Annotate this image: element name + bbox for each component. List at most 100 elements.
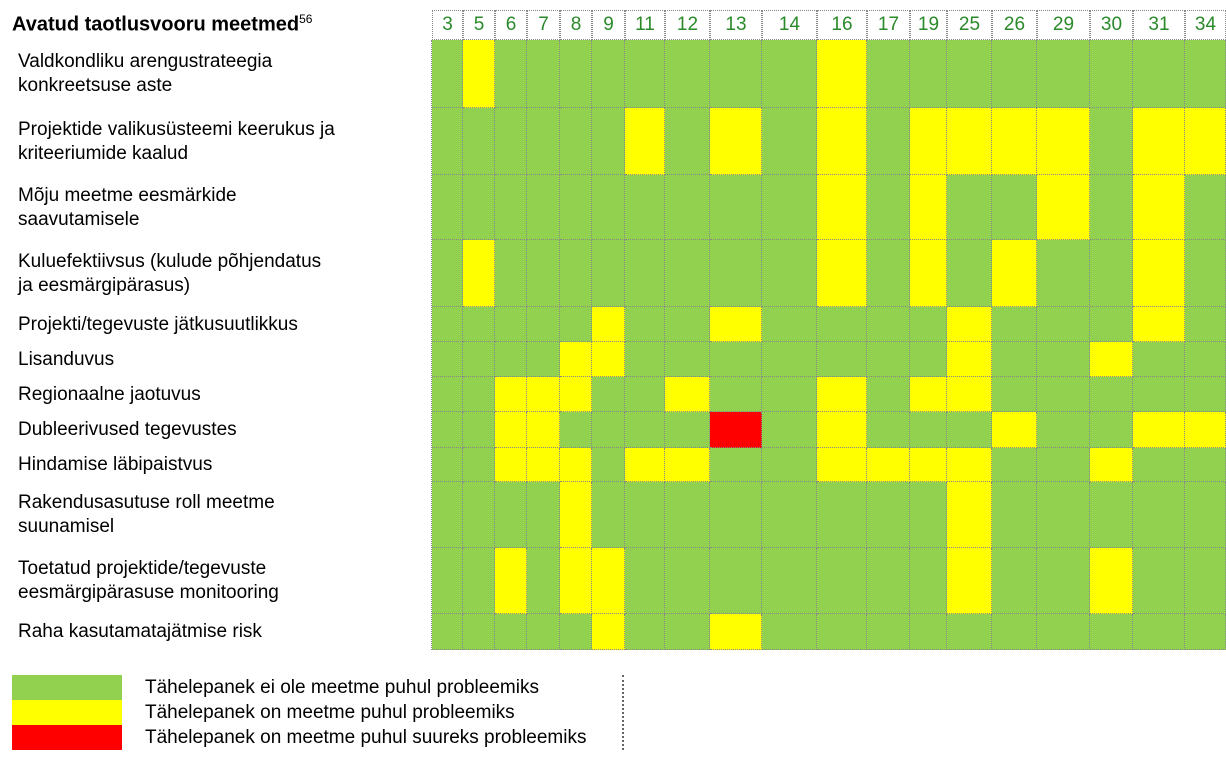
cell — [560, 342, 592, 377]
cell — [527, 377, 560, 412]
cell — [625, 240, 665, 307]
row-label: Kuluefektiivsus (kulude põhjendatus ja ee… — [18, 250, 428, 298]
cell — [817, 377, 867, 412]
cell — [992, 412, 1037, 448]
cell — [463, 377, 495, 412]
row-label: Projektide valikusüsteemi keerukus ja kri… — [18, 118, 428, 166]
row-label-line: konkreetsuse aste — [18, 75, 173, 96]
cell — [867, 108, 910, 175]
cell — [710, 614, 762, 650]
column-header: 26 — [992, 10, 1037, 40]
cell — [625, 108, 665, 175]
row-label-line: ja eesmärgipärasus) — [18, 274, 191, 296]
cell — [432, 482, 463, 548]
cell — [1037, 412, 1090, 448]
cell — [1185, 412, 1226, 448]
cell — [432, 342, 463, 377]
cell — [947, 240, 992, 307]
cell — [867, 377, 910, 412]
cell — [867, 342, 910, 377]
row-label-line: Regionaalne jaotuvus — [18, 383, 201, 405]
cell — [463, 482, 495, 548]
cell — [710, 548, 762, 614]
cell — [992, 342, 1037, 377]
cell — [817, 40, 867, 108]
cell — [1185, 342, 1226, 377]
cell — [1133, 342, 1185, 377]
cell — [665, 482, 710, 548]
cell — [592, 240, 625, 307]
cell — [947, 377, 992, 412]
cell — [1133, 377, 1185, 412]
cell — [560, 614, 592, 650]
cell — [495, 614, 527, 650]
cell — [527, 108, 560, 175]
row-label-line: Kuluefektiivsus (kulude põhjendatus — [18, 250, 322, 272]
cell — [910, 175, 947, 240]
cell — [710, 448, 762, 482]
cell — [592, 307, 625, 342]
cell — [1037, 614, 1090, 650]
cell — [1185, 448, 1226, 482]
cell — [463, 240, 495, 307]
cell — [762, 548, 817, 614]
cell — [992, 614, 1037, 650]
row-label: Valdkondliku arengustrateegia konkreetsus… — [18, 50, 428, 98]
cell — [1090, 307, 1133, 342]
row-label: Projekti/tegevuste jätkusuutlikkus — [18, 313, 428, 337]
cell — [432, 412, 463, 448]
cell — [463, 548, 495, 614]
cell — [1037, 548, 1090, 614]
column-header: 5 — [463, 10, 495, 40]
cell — [495, 175, 527, 240]
cell — [762, 40, 817, 108]
cell — [625, 40, 665, 108]
cell — [1037, 108, 1090, 175]
cell — [1185, 240, 1226, 307]
cell — [1133, 614, 1185, 650]
cell — [463, 108, 495, 175]
cell — [560, 482, 592, 548]
cell — [527, 482, 560, 548]
cell — [710, 342, 762, 377]
cell — [817, 614, 867, 650]
row-label-line: Rakendusasutuse roll meetme — [18, 492, 275, 513]
cell — [527, 307, 560, 342]
cell — [817, 482, 867, 548]
cell — [625, 175, 665, 240]
cell — [992, 377, 1037, 412]
column-header: 34 — [1185, 10, 1226, 40]
cell — [762, 342, 817, 377]
cell — [762, 108, 817, 175]
cell — [1133, 412, 1185, 448]
row-label-line: Toetatud projektide/tegevuste — [18, 558, 267, 579]
cell — [432, 108, 463, 175]
cell — [495, 482, 527, 548]
cell — [1090, 614, 1133, 650]
cell — [992, 307, 1037, 342]
cell — [1037, 342, 1090, 377]
cell — [710, 482, 762, 548]
cell — [1090, 240, 1133, 307]
cell — [592, 482, 625, 548]
row-label-line: Lisanduvus — [18, 348, 115, 370]
cell — [527, 175, 560, 240]
cell — [762, 614, 817, 650]
cell — [762, 482, 817, 548]
row-label-line: Hindamise läbipaistvus — [18, 454, 213, 475]
cell — [1037, 40, 1090, 108]
cell — [817, 342, 867, 377]
cell — [463, 342, 495, 377]
legend-swatch — [12, 700, 122, 725]
cell — [1037, 240, 1090, 307]
cell — [665, 448, 710, 482]
cell — [592, 412, 625, 448]
cell — [1037, 482, 1090, 548]
cell — [947, 448, 992, 482]
cell — [463, 40, 495, 108]
cell — [1133, 482, 1185, 548]
cell — [867, 548, 910, 614]
cell — [817, 307, 867, 342]
cell — [992, 40, 1037, 108]
cell — [1090, 175, 1133, 240]
